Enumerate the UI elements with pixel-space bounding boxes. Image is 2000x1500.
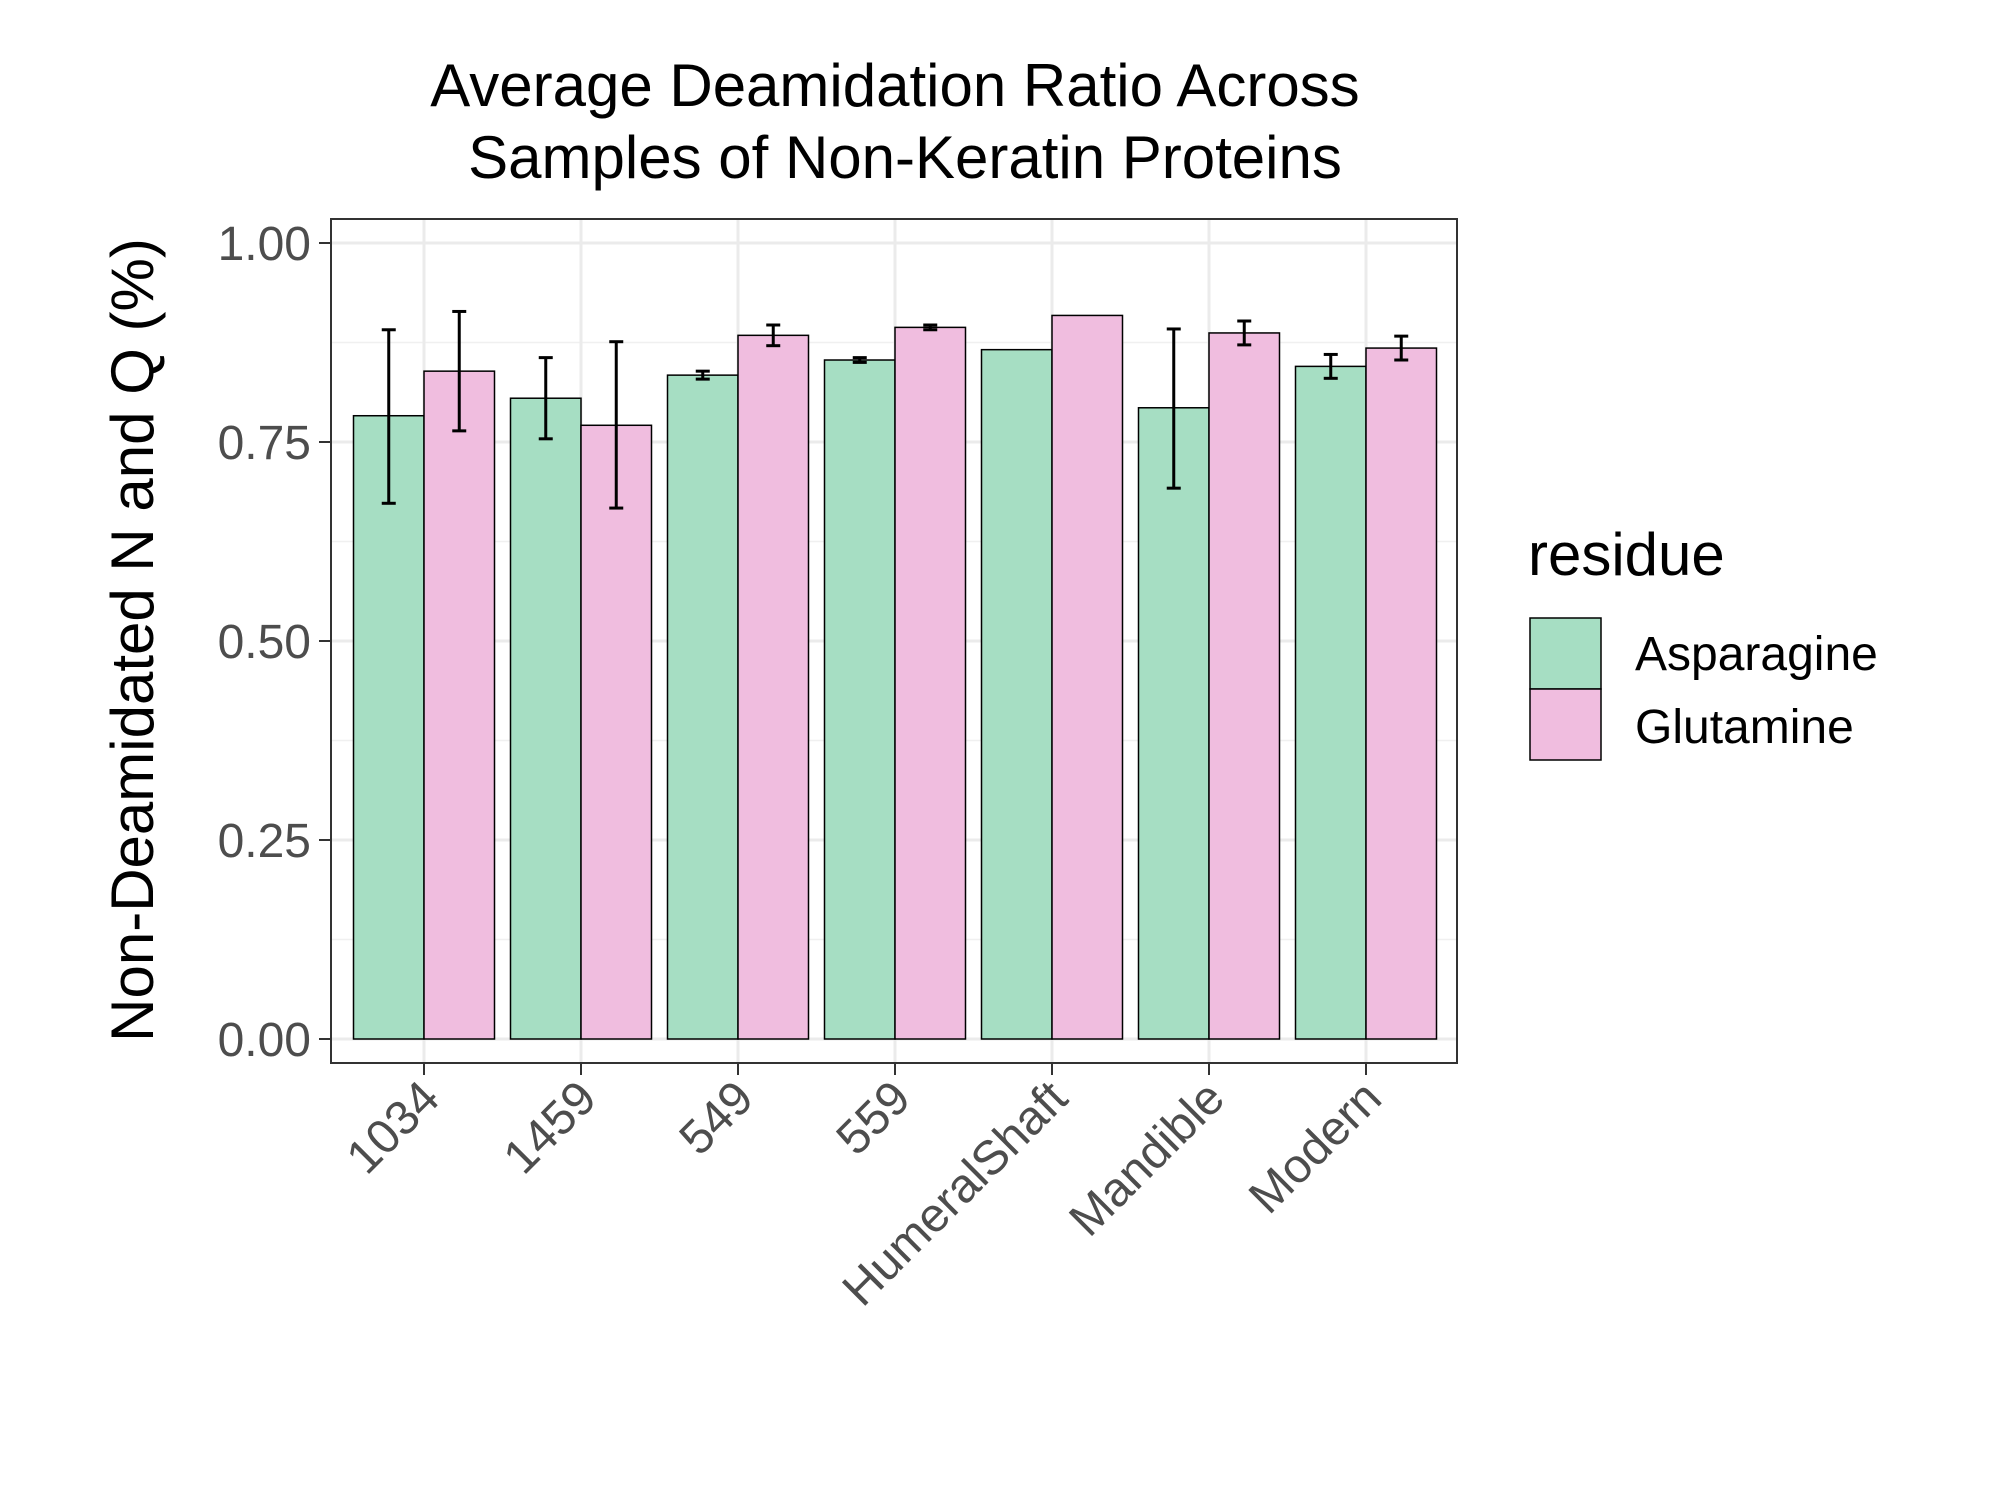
bar-glutamine-mandible <box>1208 332 1281 1040</box>
bar-glutamine-1034 <box>423 370 496 1040</box>
bar-asparagine-549 <box>666 374 739 1040</box>
y-tick-label: 0.75 <box>218 417 311 470</box>
error-bar-asparagine-modern <box>1323 352 1338 380</box>
legend-title: residue <box>1528 521 1725 588</box>
bar-glutamine-1459 <box>580 424 653 1040</box>
error-bar-asparagine-1459 <box>538 356 553 441</box>
error-bar-glutamine-mandible <box>1237 319 1252 347</box>
chart-title-line-1: Average Deamidation Ratio Across <box>430 52 1359 119</box>
bar-glutamine-549 <box>737 334 810 1040</box>
error-bars <box>381 309 1409 510</box>
error-bar-asparagine-559 <box>852 356 867 364</box>
y-axis-label: Non-Deamidated N and Q (%) <box>99 238 166 1042</box>
error-bar-glutamine-549 <box>766 323 781 348</box>
error-bar-asparagine-549 <box>695 369 710 381</box>
y-tick-label: 1.00 <box>218 218 311 271</box>
error-bar-asparagine-1034 <box>381 328 396 505</box>
chart-title-line-2: Samples of Non-Keratin Proteins <box>468 124 1342 191</box>
bar-asparagine-1459 <box>509 397 582 1040</box>
legend-label-asparagine: Asparagine <box>1635 628 1878 681</box>
bar-glutamine-humeralshaft <box>1051 314 1124 1040</box>
bar-asparagine-mandible <box>1137 407 1210 1040</box>
error-bar-glutamine-1459 <box>609 340 624 510</box>
error-bar-asparagine-mandible <box>1166 327 1181 490</box>
error-bar-glutamine-modern <box>1394 334 1409 362</box>
bar-asparagine-modern <box>1294 365 1367 1040</box>
bar-asparagine-559 <box>823 359 896 1040</box>
legend: residue Asparagine Glutamine <box>1528 521 1878 761</box>
y-tick-label: 0.00 <box>218 1014 311 1067</box>
bar-glutamine-modern <box>1365 347 1438 1040</box>
legend-key-glutamine <box>1529 688 1602 761</box>
bar-glutamine-559 <box>894 326 967 1040</box>
error-bar-glutamine-1034 <box>452 309 467 433</box>
legend-key-asparagine <box>1529 617 1602 690</box>
bar-asparagine-1034 <box>352 414 425 1040</box>
legend-label-glutamine: Glutamine <box>1635 701 1854 754</box>
bar-asparagine-humeralshaft <box>980 348 1053 1040</box>
bars <box>352 314 1438 1040</box>
y-tick-label: 0.25 <box>218 815 311 868</box>
error-bar-glutamine-559 <box>923 323 938 332</box>
y-tick-label: 0.50 <box>218 616 311 669</box>
